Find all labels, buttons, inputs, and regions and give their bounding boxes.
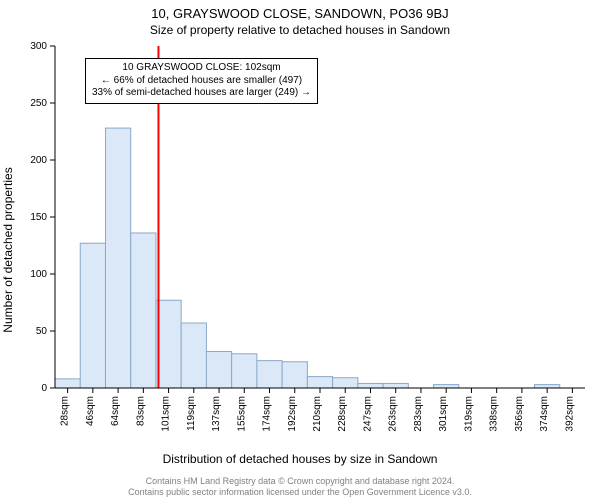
annotation-line: 33% of semi-detached houses are larger (… bbox=[92, 87, 311, 100]
histogram-bar bbox=[358, 383, 383, 388]
histogram-bar bbox=[232, 354, 257, 388]
svg-text:210sqm: 210sqm bbox=[312, 396, 323, 432]
svg-text:100: 100 bbox=[30, 269, 47, 280]
annotation-box: 10 GRAYSWOOD CLOSE: 102sqm ← 66% of deta… bbox=[85, 58, 318, 104]
annotation-line: ← 66% of detached houses are smaller (49… bbox=[92, 75, 311, 88]
svg-text:83sqm: 83sqm bbox=[135, 396, 146, 426]
x-axis-label: Distribution of detached houses by size … bbox=[0, 452, 600, 466]
svg-text:283sqm: 283sqm bbox=[413, 396, 424, 432]
svg-text:356sqm: 356sqm bbox=[514, 396, 525, 432]
svg-text:228sqm: 228sqm bbox=[337, 396, 348, 432]
svg-text:137sqm: 137sqm bbox=[211, 396, 222, 432]
histogram-bar bbox=[131, 233, 156, 388]
footer-text: Contains HM Land Registry data © Crown c… bbox=[0, 476, 600, 498]
svg-text:263sqm: 263sqm bbox=[388, 396, 399, 432]
svg-text:119sqm: 119sqm bbox=[186, 396, 197, 431]
svg-text:247sqm: 247sqm bbox=[362, 396, 373, 432]
svg-text:319sqm: 319sqm bbox=[463, 396, 474, 432]
svg-text:374sqm: 374sqm bbox=[539, 396, 550, 432]
svg-text:155sqm: 155sqm bbox=[236, 396, 247, 432]
histogram-bar bbox=[257, 361, 282, 388]
svg-text:301sqm: 301sqm bbox=[438, 396, 449, 432]
histogram-bar bbox=[535, 385, 560, 388]
svg-text:28sqm: 28sqm bbox=[60, 396, 71, 426]
chart-container: 10, GRAYSWOOD CLOSE, SANDOWN, PO36 9BJ S… bbox=[0, 0, 600, 500]
svg-text:0: 0 bbox=[41, 383, 47, 394]
svg-text:338sqm: 338sqm bbox=[489, 396, 500, 432]
svg-text:250: 250 bbox=[30, 98, 47, 109]
histogram-bar bbox=[282, 362, 307, 388]
svg-text:392sqm: 392sqm bbox=[564, 396, 575, 432]
histogram-bar bbox=[181, 323, 206, 388]
histogram-bar bbox=[105, 128, 130, 388]
svg-text:200: 200 bbox=[30, 155, 47, 166]
svg-text:101sqm: 101sqm bbox=[161, 396, 172, 432]
histogram-bar bbox=[156, 300, 181, 388]
footer-line: Contains HM Land Registry data © Crown c… bbox=[0, 476, 600, 487]
footer-line: Contains public sector information licen… bbox=[0, 487, 600, 498]
histogram-bar bbox=[307, 377, 332, 388]
annotation-line: 10 GRAYSWOOD CLOSE: 102sqm bbox=[92, 62, 311, 75]
svg-text:192sqm: 192sqm bbox=[287, 396, 298, 432]
histogram-bar bbox=[333, 378, 358, 388]
histogram-bar bbox=[80, 243, 105, 388]
svg-text:46sqm: 46sqm bbox=[85, 396, 96, 426]
histogram-bar bbox=[383, 383, 408, 388]
histogram-bar bbox=[206, 352, 231, 388]
histogram-bar bbox=[434, 385, 459, 388]
histogram-bar bbox=[55, 379, 80, 388]
svg-text:64sqm: 64sqm bbox=[110, 396, 121, 426]
svg-text:300: 300 bbox=[30, 41, 47, 52]
svg-text:150: 150 bbox=[30, 212, 47, 223]
svg-text:50: 50 bbox=[36, 326, 48, 337]
svg-text:174sqm: 174sqm bbox=[262, 396, 273, 432]
